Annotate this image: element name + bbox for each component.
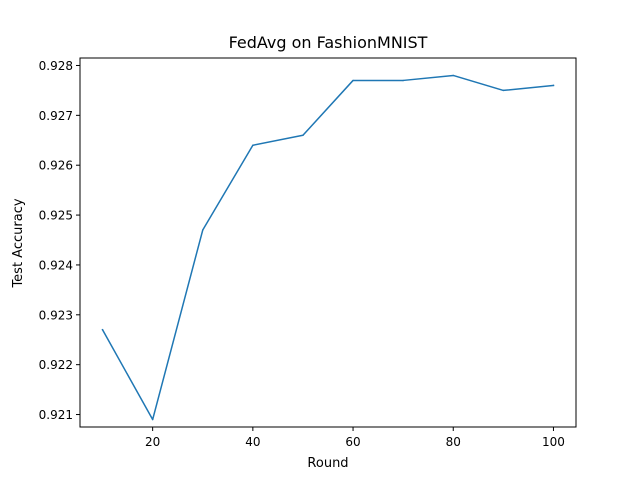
x-axis-ticks: 20 40 60 80 100 — [145, 427, 565, 449]
data-point — [452, 74, 455, 77]
data-point — [201, 229, 204, 231]
y-tick-label: 0.924 — [39, 258, 73, 272]
data-point — [302, 134, 304, 137]
x-tick-label: 40 — [245, 435, 260, 449]
y-tick-label: 0.927 — [39, 109, 73, 123]
data-point — [252, 144, 254, 147]
chart-title: FedAvg on FashionMNIST — [229, 33, 428, 52]
y-tick-label: 0.921 — [39, 408, 73, 422]
axes-frame — [79, 57, 577, 428]
x-tick-label: 100 — [542, 435, 565, 449]
x-tick-label: 80 — [446, 435, 461, 449]
y-tick-label: 0.922 — [39, 358, 73, 372]
data-point — [402, 79, 404, 82]
x-axis-label: Round — [307, 456, 348, 471]
y-tick-label: 0.928 — [39, 59, 73, 73]
y-tick-label: 0.926 — [39, 159, 73, 173]
y-axis-ticks: 0.921 0.922 0.923 0.924 0.925 0.926 0.927 0.928 — [39, 59, 80, 422]
x-tick-label: 20 — [145, 435, 160, 449]
y-axis-label: Test Accuracy — [11, 198, 26, 288]
data-point — [552, 84, 555, 87]
data-point — [502, 89, 505, 92]
y-tick-label: 0.925 — [39, 209, 73, 223]
x-tick-label: 60 — [345, 435, 360, 449]
data-point — [101, 329, 104, 331]
data-point — [151, 418, 154, 421]
series-line — [101, 74, 555, 421]
plot-area — [101, 74, 555, 421]
y-tick-label: 0.923 — [39, 308, 73, 322]
data-point — [352, 79, 354, 82]
